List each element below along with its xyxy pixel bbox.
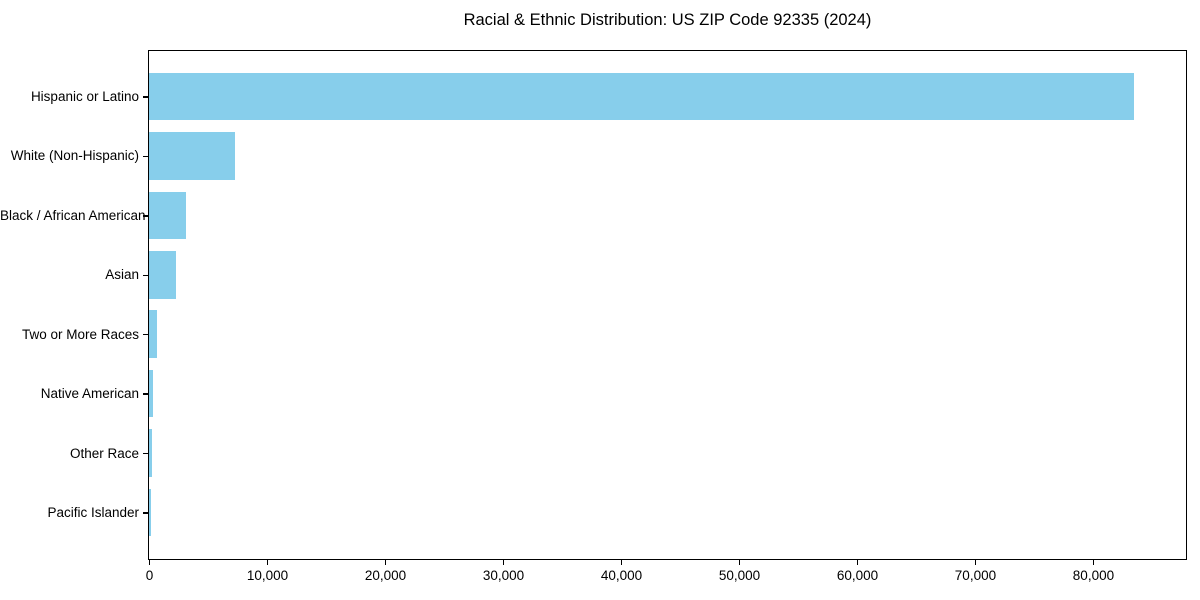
x-tick-mark — [384, 560, 387, 565]
x-tick-label: 60,000 — [836, 568, 879, 583]
x-tick-mark — [856, 560, 859, 565]
bar — [149, 132, 235, 180]
x-tick-mark — [502, 560, 505, 565]
x-tick-label: 10,000 — [246, 568, 289, 583]
x-tick-label: 40,000 — [600, 568, 643, 583]
plot-area — [148, 50, 1187, 560]
y-tick-label: Hispanic or Latino — [30, 88, 139, 104]
y-tick-label: Native American — [40, 386, 139, 402]
x-tick-mark — [1092, 560, 1095, 565]
y-tick-mark — [143, 333, 148, 336]
x-tick-mark — [620, 560, 623, 565]
y-tick-label: Other Race — [69, 445, 139, 461]
y-tick-mark — [143, 96, 148, 98]
bar — [149, 369, 153, 418]
bar — [149, 251, 176, 299]
y-tick-mark — [143, 393, 148, 395]
bar — [149, 488, 151, 537]
bar — [149, 191, 186, 240]
y-tick-mark — [143, 155, 148, 158]
x-tick-label: 70,000 — [954, 568, 997, 583]
y-tick-label: Black / African American — [0, 207, 146, 223]
bar — [149, 310, 158, 358]
x-tick-mark — [266, 560, 269, 565]
y-tick-mark — [143, 274, 148, 277]
bar — [149, 429, 153, 477]
chart-title: Racial & Ethnic Distribution: US ZIP Cod… — [463, 11, 872, 29]
y-tick-mark — [143, 215, 148, 217]
x-tick-label: 30,000 — [482, 568, 525, 583]
x-tick-mark — [148, 560, 151, 565]
y-tick-mark — [143, 512, 148, 514]
y-tick-label: Pacific Islander — [47, 505, 139, 521]
x-tick-label: 0 — [145, 568, 154, 583]
bar — [149, 72, 1135, 121]
x-tick-label: 50,000 — [718, 568, 761, 583]
y-tick-label: Asian — [105, 267, 139, 283]
y-tick-label: Two or More Races — [21, 326, 139, 342]
y-tick-label: White (Non-Hispanic) — [10, 148, 139, 164]
x-tick-label: 20,000 — [364, 568, 407, 583]
y-tick-mark — [143, 452, 148, 455]
x-tick-label: 80,000 — [1072, 568, 1115, 583]
x-tick-mark — [738, 560, 741, 565]
x-tick-mark — [974, 560, 977, 565]
